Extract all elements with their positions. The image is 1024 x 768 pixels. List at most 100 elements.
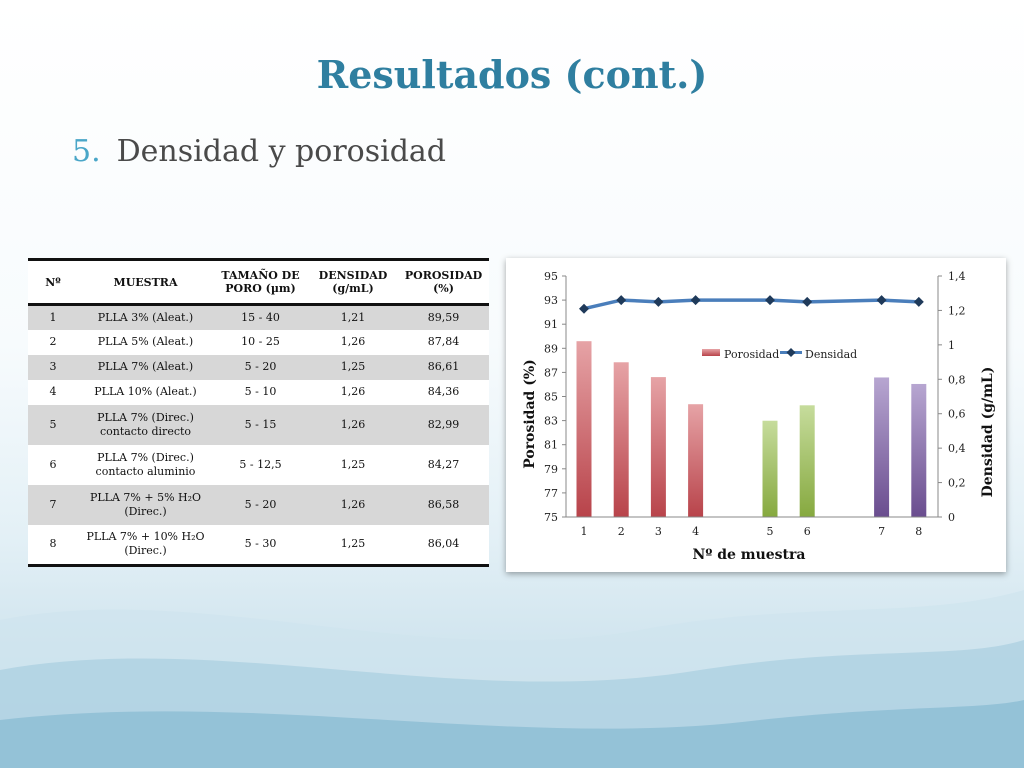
- header-porosity: POROSIDAD (%): [398, 258, 489, 306]
- cell-porosity: 86,61: [398, 354, 489, 380]
- x-tick-label: 2: [618, 525, 625, 538]
- cell-number: 5: [28, 404, 78, 445]
- chart-panel: 75 77 79 81 83 85 87 89 91 93 95 0 0,2 0,4 0,6 0,8 1 1,2…: [506, 258, 1006, 572]
- legend-marker-densidad: [786, 348, 796, 357]
- legend-label-porosidad: Porosidad: [724, 348, 779, 361]
- cell-density: 1,26: [308, 379, 398, 405]
- background-wave: [0, 590, 1024, 768]
- cell-number: 1: [28, 304, 78, 330]
- x-tick-label: 5: [767, 525, 774, 538]
- header-pore-size: TAMAÑO DE PORO (µm): [213, 258, 308, 306]
- cell-sample: PLLA 3% (Aleat.): [78, 304, 213, 330]
- table-row: 2 PLLA 5% (Aleat.) 10 - 25 1,26 87,84: [28, 329, 489, 355]
- cell-sample: PLLA 10% (Aleat.): [78, 379, 213, 405]
- results-table: Nº MUESTRA TAMAÑO DE PORO (µm) DENSIDAD …: [28, 258, 489, 567]
- x-tick-label: 6: [804, 525, 811, 538]
- bar-porosidad-1: [576, 341, 592, 517]
- bar-porosidad-4: [688, 404, 704, 517]
- point-densidad-2: [616, 295, 627, 306]
- point-densidad-7: [876, 295, 887, 306]
- cell-porosity: 87,84: [398, 329, 489, 355]
- y2-tick-label: 1,2: [948, 304, 966, 317]
- cell-porosity: 82,99: [398, 404, 489, 445]
- cell-pore-size: 5 - 20: [213, 484, 308, 525]
- cell-sample: PLLA 7% (Aleat.): [78, 354, 213, 380]
- cell-number: 8: [28, 524, 78, 567]
- header-sample: MUESTRA: [78, 258, 213, 306]
- cell-number: 3: [28, 354, 78, 380]
- cell-sample: PLLA 5% (Aleat.): [78, 329, 213, 355]
- header-density: DENSIDAD (g/mL): [308, 258, 398, 306]
- cell-number: 4: [28, 379, 78, 405]
- y-tick-label: 79: [544, 463, 558, 476]
- cell-number: 2: [28, 329, 78, 355]
- y2-tick-label: 1: [948, 339, 955, 352]
- cell-porosity: 86,04: [398, 524, 489, 567]
- y-tick-label: 87: [544, 366, 558, 379]
- slide-title: Resultados (cont.): [316, 52, 708, 97]
- y2-tick-label: 0,8: [948, 373, 966, 386]
- cell-number: 7: [28, 484, 78, 525]
- x-tick-label: 4: [692, 525, 699, 538]
- cell-porosity: 89,59: [398, 304, 489, 330]
- x-tick-label: 8: [915, 525, 922, 538]
- y-tick-label: 81: [544, 439, 558, 452]
- table-header-row: Nº MUESTRA TAMAÑO DE PORO (µm) DENSIDAD …: [28, 258, 489, 306]
- cell-density: 1,26: [308, 329, 398, 355]
- bar-porosidad-5: [762, 420, 778, 517]
- cell-sample: PLLA 7% (Direc.) contacto aluminio: [78, 444, 213, 485]
- table-row: 3 PLLA 7% (Aleat.) 5 - 20 1,25 86,61: [28, 354, 489, 380]
- cell-pore-size: 15 - 40: [213, 304, 308, 330]
- table-row: 4 PLLA 10% (Aleat.) 5 - 10 1,26 84,36: [28, 379, 489, 405]
- section-title: Densidad y porosidad: [116, 134, 447, 169]
- cell-sample: PLLA 7% + 10% H₂O (Direc.): [78, 524, 213, 567]
- header-number: Nº: [28, 258, 78, 306]
- y2-axis-title: Densidad (g/mL): [980, 367, 996, 498]
- bar-porosidad-2: [613, 362, 629, 517]
- y-tick-label: 89: [544, 342, 558, 355]
- point-densidad-3: [653, 296, 664, 307]
- cell-pore-size: 5 - 20: [213, 354, 308, 380]
- y2-tick-label: 0,2: [948, 477, 966, 490]
- y2-tick-label: 0,4: [948, 442, 966, 455]
- y-tick-label: 93: [544, 294, 558, 307]
- cell-density: 1,25: [308, 354, 398, 380]
- point-densidad-1: [579, 303, 589, 314]
- cell-sample: PLLA 7% (Direc.) contacto directo: [78, 404, 213, 445]
- x-tick-label: 3: [655, 525, 662, 538]
- y-tick-label: 77: [544, 487, 558, 500]
- cell-number: 6: [28, 444, 78, 485]
- line-densidad: [583, 298, 919, 311]
- x-tick-label: 1: [581, 525, 588, 538]
- cell-porosity: 84,27: [398, 444, 489, 485]
- point-densidad-8: [913, 296, 924, 307]
- cell-sample: PLLA 7% + 5% H₂O (Direc.): [78, 484, 213, 525]
- bar-porosidad-7: [874, 377, 890, 517]
- cell-density: 1,26: [308, 484, 398, 525]
- table-row: 8 PLLA 7% + 10% H₂O (Direc.) 5 - 30 1,25…: [28, 524, 489, 567]
- cell-density: 1,26: [308, 404, 398, 445]
- x-axis-title: Nº de muestra: [693, 547, 806, 563]
- y-tick-label: 95: [544, 270, 558, 283]
- cell-pore-size: 5 - 30: [213, 524, 308, 567]
- cell-pore-size: 5 - 15: [213, 404, 308, 445]
- cell-porosity: 86,58: [398, 484, 489, 525]
- cell-pore-size: 5 - 10: [213, 379, 308, 405]
- table-row: 1 PLLA 3% (Aleat.) 15 - 40 1,21 89,59: [28, 304, 489, 330]
- bar-porosidad-6: [799, 405, 815, 517]
- cell-porosity: 84,36: [398, 379, 489, 405]
- y-tick-label: 85: [544, 391, 558, 404]
- y-tick-label: 75: [544, 511, 558, 524]
- y2-tick-label: 0: [948, 511, 955, 524]
- y2-tick-label: 1,4: [948, 270, 966, 283]
- legend-swatch-porosidad: [702, 349, 720, 356]
- legend: Porosidad Densidad: [702, 348, 857, 361]
- cell-pore-size: 5 - 12,5: [213, 444, 308, 485]
- cell-density: 1,25: [308, 524, 398, 567]
- y2-tick-label: 0,6: [948, 408, 966, 421]
- table-row: 7 PLLA 7% + 5% H₂O (Direc.) 5 - 20 1,26 …: [28, 484, 489, 525]
- legend-label-densidad: Densidad: [805, 348, 857, 361]
- table-row: 5 PLLA 7% (Direc.) contacto directo 5 - …: [28, 404, 489, 445]
- point-densidad-4: [690, 295, 701, 306]
